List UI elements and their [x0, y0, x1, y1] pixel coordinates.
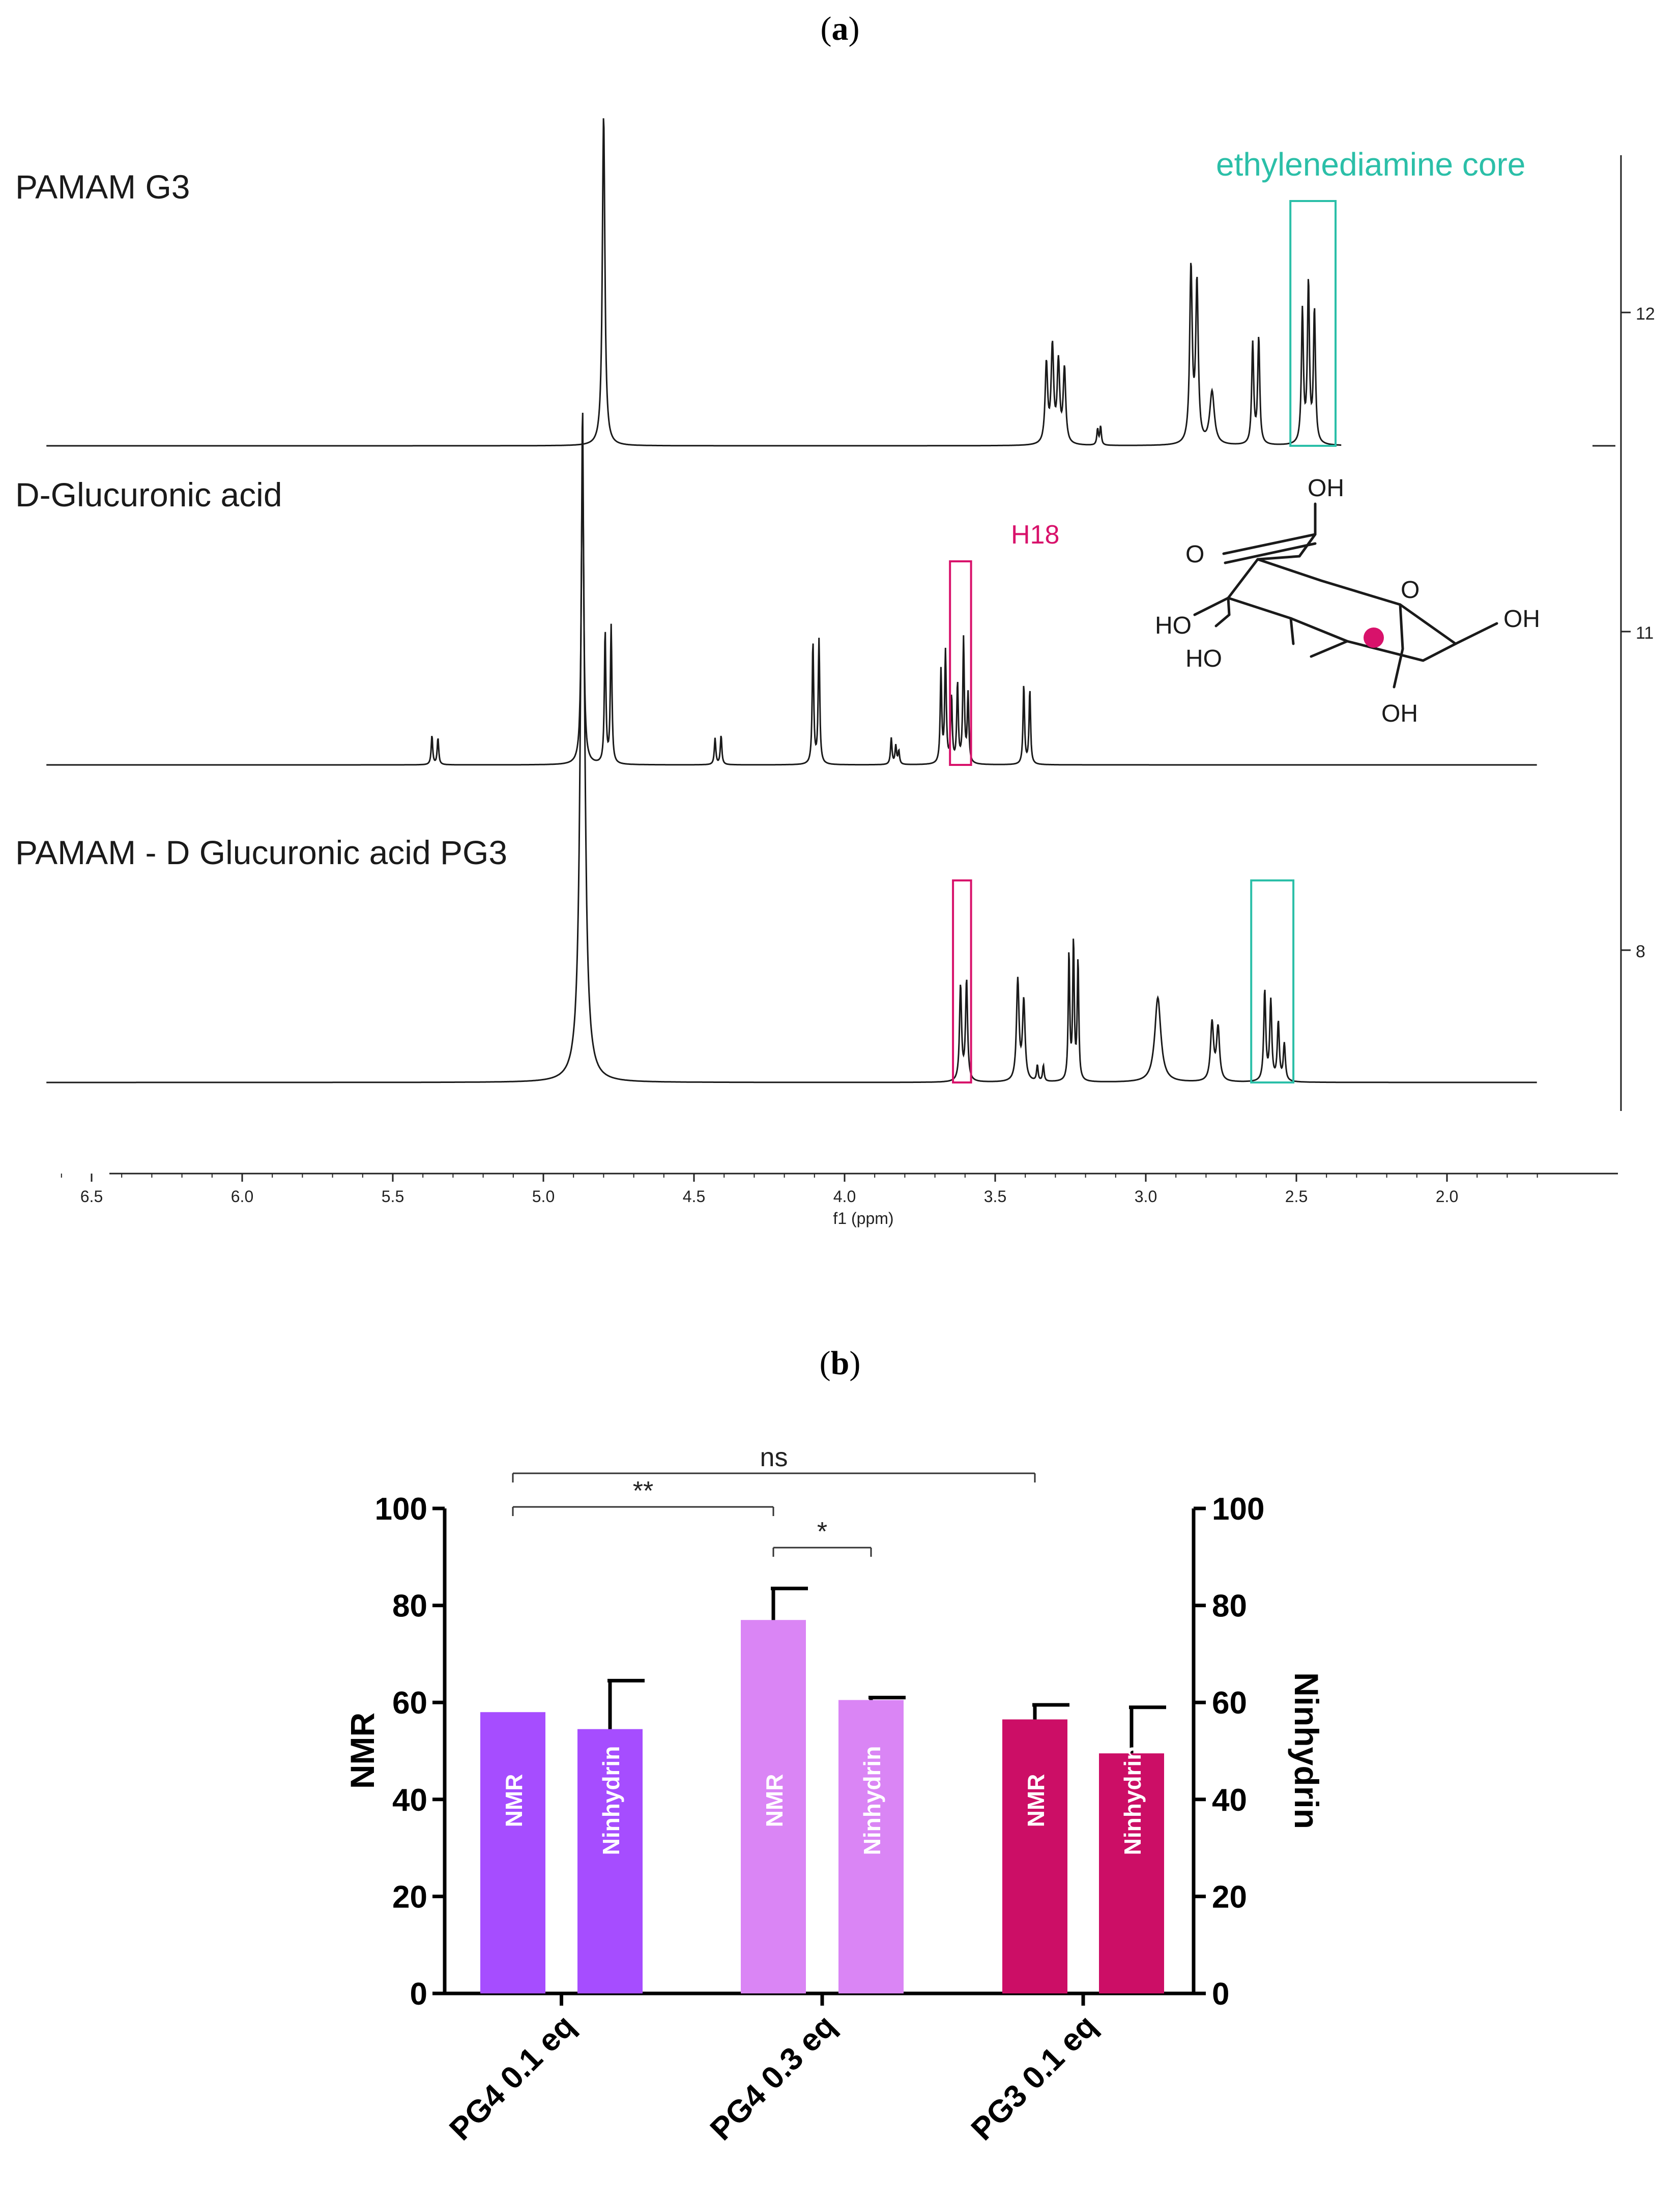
bond: [1256, 555, 1301, 561]
ppm-tick-label: 6.0: [231, 1187, 253, 1206]
highlight-boxes: [949, 200, 1337, 1083]
highlight-box-3: [952, 879, 972, 1083]
highlight-box-2: [949, 560, 972, 766]
bar-ninhydrin-2: [838, 1700, 904, 1993]
left-y-tick-label: 100: [375, 1492, 427, 1527]
ppm-tick-label: 5.5: [382, 1187, 404, 1206]
left-y-tick-label: 0: [410, 1977, 427, 2012]
significance-brackets: ns***: [512, 1443, 1036, 1557]
spectrum-trace-3: [46, 475, 1537, 1083]
bar-nmr-1: [480, 1712, 545, 1993]
right-y-tick-label: 0: [1212, 1977, 1229, 2012]
bar-inner-label: NMR: [1023, 1774, 1049, 1828]
left-y-tick-label: 20: [392, 1879, 427, 1915]
spectrum-trace-1: [46, 118, 1342, 447]
bar-inner-label: NMR: [761, 1774, 788, 1828]
panel-b-label: (b): [820, 1345, 861, 1382]
category-label: PG3 0.1 eq: [965, 2008, 1104, 2147]
bar-nmr-3: [1002, 1719, 1067, 1993]
ppm-tick-label: 2.0: [1436, 1187, 1458, 1206]
bond: [1227, 596, 1231, 616]
right-y-tick-label: 20: [1212, 1879, 1247, 1915]
ring-edge: [1289, 617, 1295, 645]
significance-label: *: [817, 1517, 827, 1547]
right-axis-title: Ninhydrin: [1288, 1672, 1325, 1829]
ppm-axis: 6.5 6.0 5.5 5.0 4.5 4.0 3.5 3.0 2.5 2.0 f1 (ppm): [61, 1173, 1618, 1228]
ppm-axis-ticks: 6.5 6.0 5.5 5.0 4.5 4.0 3.5 3.0 2.5 2.0: [61, 1174, 1538, 1206]
bar-ninhydrin-1: [577, 1729, 643, 1993]
ppm-tick-label: 4.0: [833, 1187, 856, 1206]
annotation-ethylenediamine-core: ethylenediamine core: [1216, 146, 1525, 183]
bond-oh-bottom: [1399, 603, 1404, 650]
significance-label: **: [633, 1476, 653, 1506]
structure-labels: OH O O HO OH HO OH: [1155, 475, 1540, 727]
right-y-tick-label: 40: [1212, 1783, 1247, 1818]
right-axis-tick-label: 12: [1636, 304, 1655, 324]
ppm-tick-label: 6.5: [80, 1187, 103, 1206]
right-axis-tick-label: 8: [1636, 942, 1645, 961]
spectrum-trace-2: [46, 413, 1537, 766]
bar-inner-label: Ninhydrin: [598, 1746, 624, 1856]
right-y-tick-label: 100: [1212, 1492, 1264, 1527]
pyranose-ring: [1227, 558, 1457, 662]
label-o-ring: O: [1401, 577, 1420, 604]
ppm-axis-title: f1 (ppm): [833, 1209, 893, 1228]
annotation-h18: H18: [1011, 520, 1059, 550]
glucuronic-acid-structure: [1193, 502, 1498, 689]
label-oh-bottom: OH: [1381, 700, 1418, 727]
right-axis-tick-label: 11: [1636, 623, 1654, 643]
bar-ninhydrin-3: [1099, 1753, 1164, 1993]
bond-ho: [1193, 596, 1230, 616]
ppm-tick-label: 4.5: [683, 1187, 705, 1206]
bar-chart: 0 0 20 20 40 40 60 60 80 80 100 100 NMR Ninhydrin PG4…: [343, 1443, 1325, 2147]
highlight-box-1: [1289, 200, 1337, 447]
bond-carbonyl-2: [1224, 542, 1317, 564]
label-ho-left2: HO: [1185, 645, 1222, 672]
spectrum-label-pamam-g3: PAMAM G3: [15, 168, 190, 206]
bar-nmr-2: [741, 1620, 806, 1993]
bond: [1214, 613, 1231, 627]
bar-inner-label: Ninhydrin: [859, 1746, 885, 1856]
bond-ho-2: [1310, 640, 1349, 658]
ppm-tick-label: 5.0: [532, 1187, 555, 1206]
highlight-box-4: [1250, 879, 1295, 1083]
ppm-tick-label: 2.5: [1285, 1187, 1308, 1206]
spectrum-label-glucuronic: D-Glucuronic acid: [15, 476, 282, 513]
bond-oh-bottom-2: [1393, 647, 1404, 689]
right-intensity-axis: 12 11 8: [1592, 155, 1655, 1111]
ppm-tick-label: 3.0: [1135, 1187, 1157, 1206]
right-y-tick-label: 80: [1212, 1589, 1247, 1624]
label-oh-right: OH: [1503, 606, 1540, 633]
label-ho-left1: HO: [1155, 612, 1192, 639]
h18-marker: [1364, 627, 1384, 648]
y-axis-ticks: 0 0 20 20 40 40 60 60 80 80 100 100: [375, 1492, 1265, 2012]
bond-oh-right: [1454, 622, 1498, 645]
significance-label: ns: [760, 1443, 788, 1472]
category-label: PG4 0.3 eq: [704, 2008, 843, 2147]
bond-carbonyl: [1222, 533, 1317, 555]
right-y-tick-label: 60: [1212, 1686, 1247, 1721]
left-axis-title: NMR: [343, 1713, 381, 1789]
left-y-tick-label: 80: [392, 1589, 427, 1624]
bars: NMR Ninhydrin PG4 0.1 eq NMR Ninhydrin PG4 0.…: [443, 1586, 1166, 2147]
nmr-spectra: [46, 118, 1537, 1083]
label-oh-top: OH: [1308, 475, 1344, 502]
bar-inner-label: Ninhydrin: [1119, 1746, 1146, 1856]
panel-a-label: (a): [821, 10, 860, 47]
left-y-tick-label: 60: [392, 1686, 427, 1721]
ppm-tick-label: 3.5: [984, 1187, 1006, 1206]
left-y-tick-label: 40: [392, 1783, 427, 1818]
spectrum-label-conjugate: PAMAM - D Glucuronic acid PG3: [15, 834, 507, 871]
label-o-carbonyl: O: [1185, 541, 1204, 568]
category-label: PG4 0.1 eq: [443, 2008, 582, 2147]
bar-inner-label: NMR: [501, 1774, 527, 1828]
